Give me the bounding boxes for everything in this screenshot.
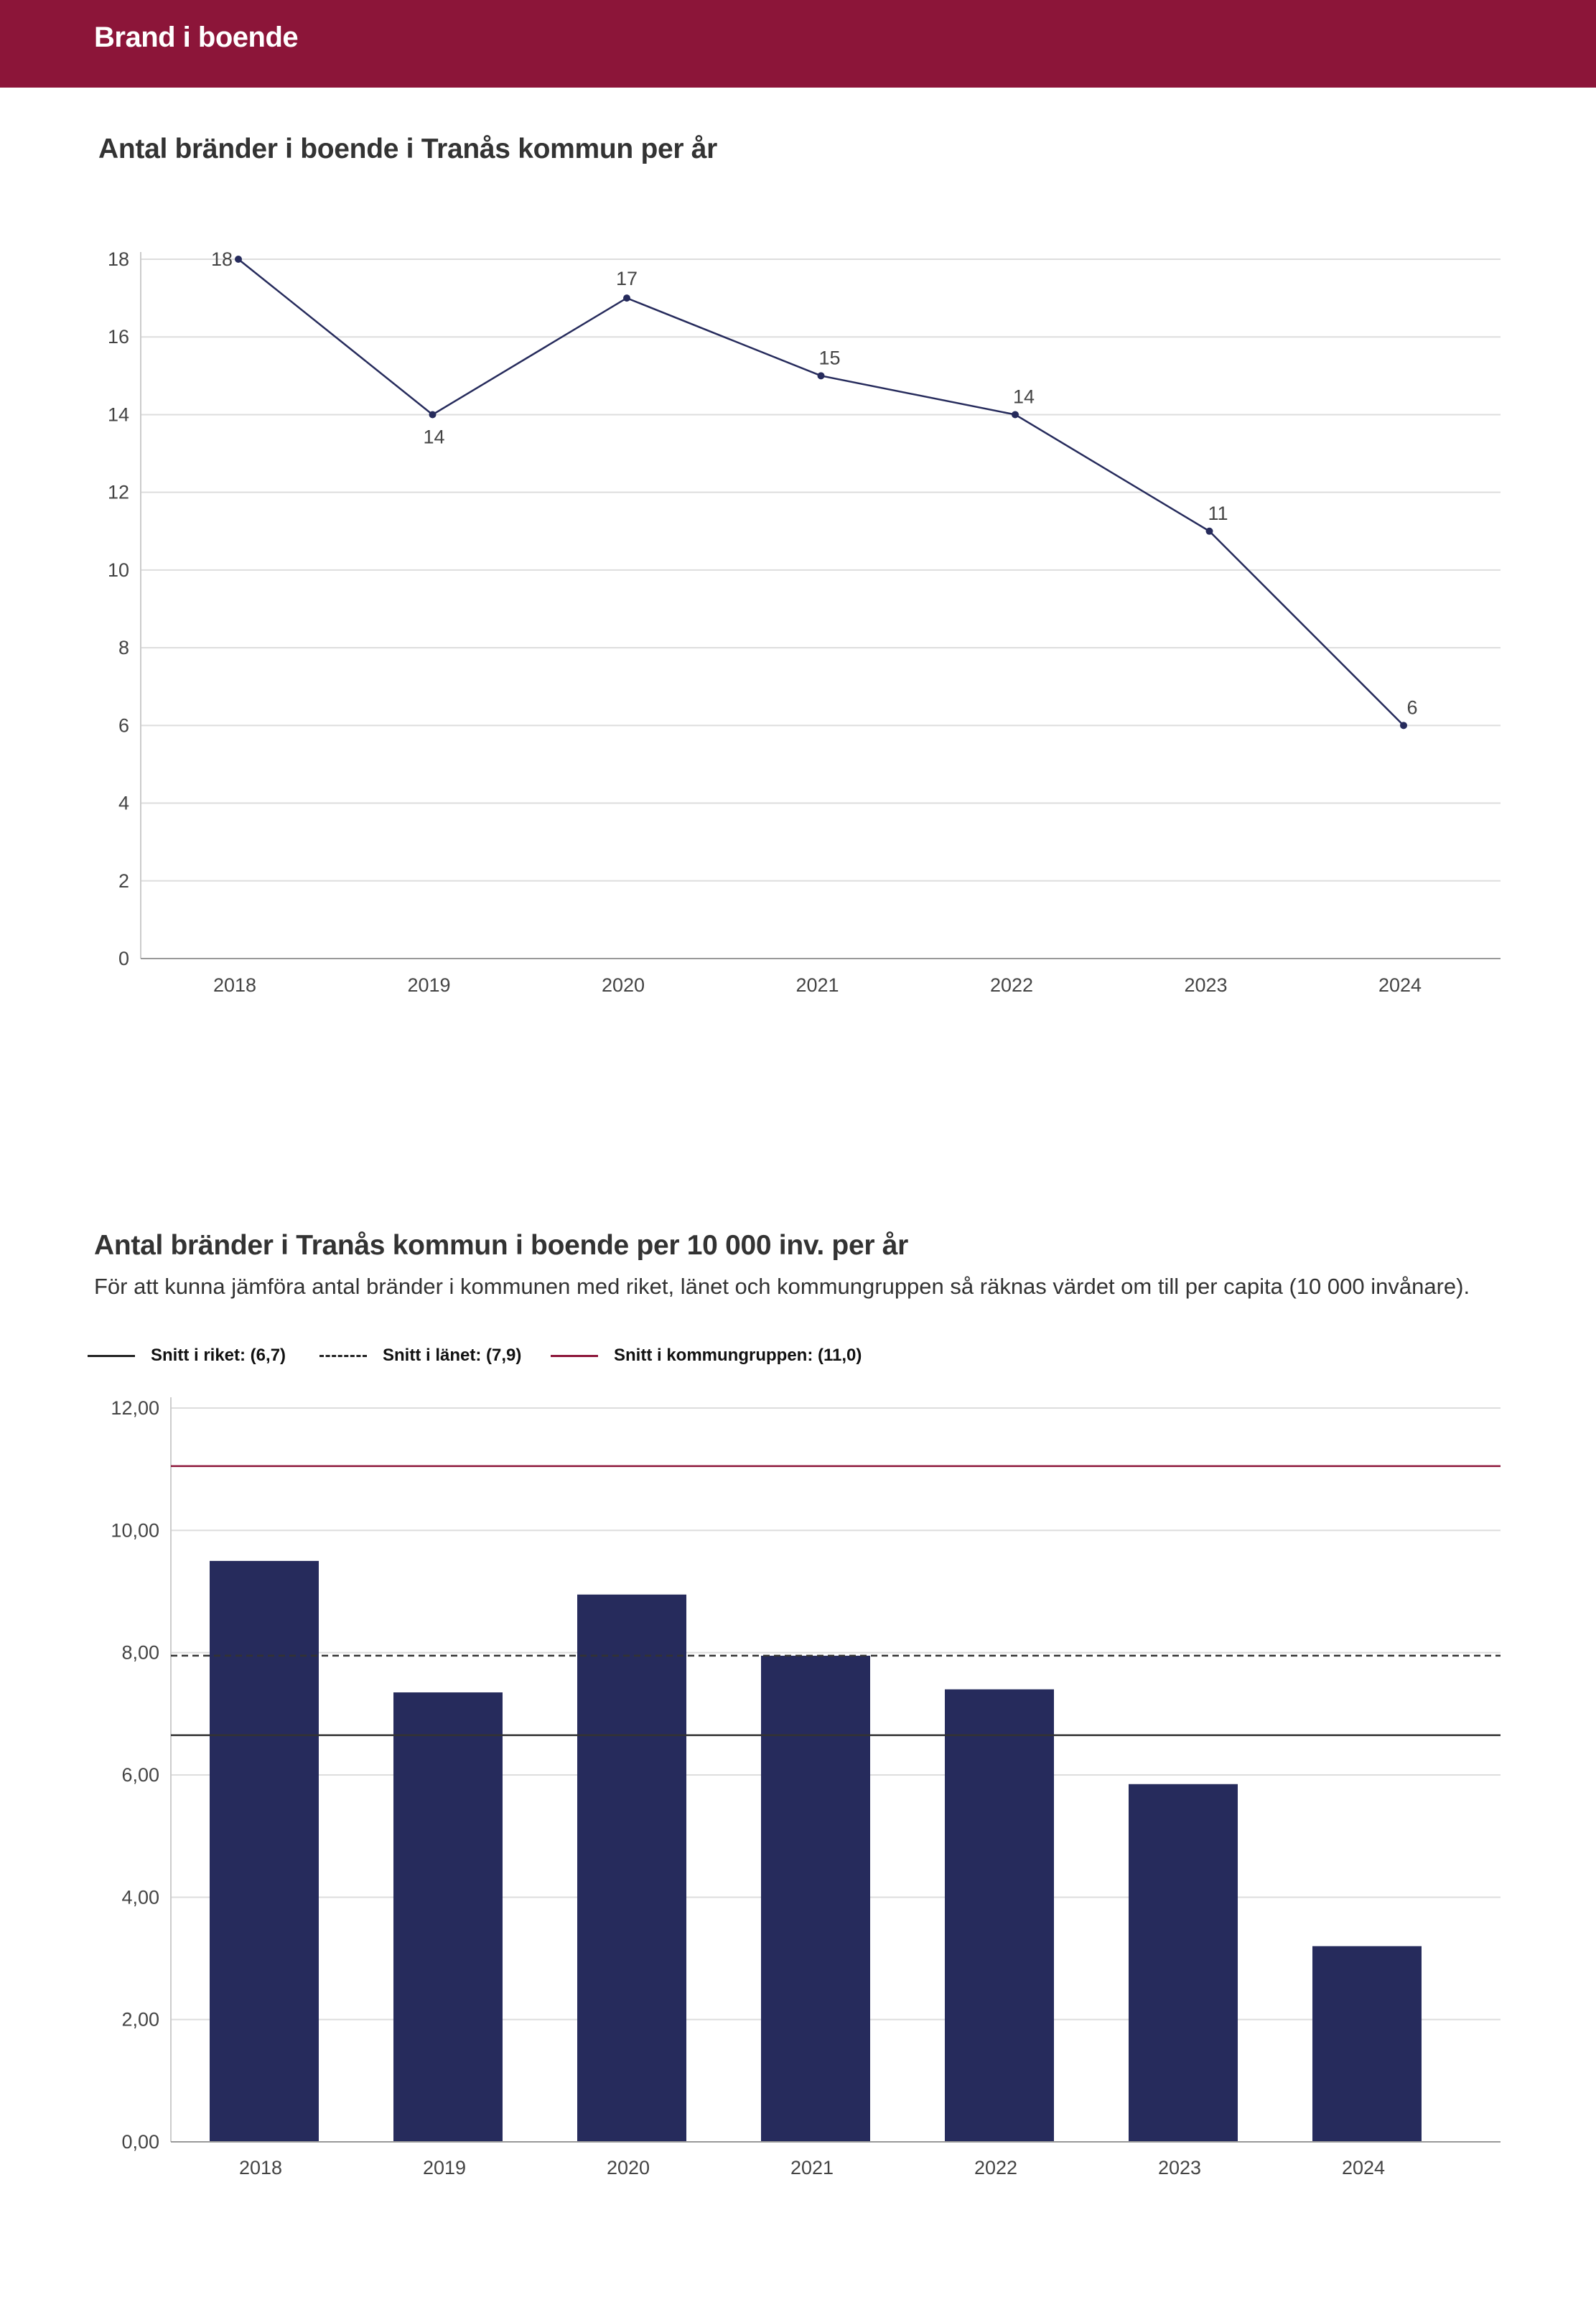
line-x-tick-label: 2024	[1378, 974, 1422, 996]
line-data-label: 11	[1208, 503, 1228, 524]
line-y-tick-label: 16	[108, 326, 129, 348]
bar-y-tick-label: 12,00	[111, 1397, 159, 1419]
bar-x-tick-label: 2020	[607, 2157, 650, 2178]
line-x-tick-label: 2021	[795, 974, 839, 996]
bar	[761, 1655, 870, 2142]
line-y-tick-label: 18	[108, 248, 129, 270]
header-title: Brand i boende	[94, 22, 299, 53]
line-y-tick-label: 8	[118, 637, 129, 658]
bar-y-tick-label: 8,00	[121, 1642, 159, 1664]
bar-x-tick-label: 2022	[974, 2157, 1017, 2178]
bar-chart-title: Antal bränder i Tranås kommun i boende p…	[94, 1230, 909, 1261]
line-point	[235, 256, 242, 263]
line-y-tick-label: 0	[118, 948, 129, 969]
line-data-label: 6	[1406, 696, 1417, 718]
bar-y-tick-label: 4,00	[121, 1886, 159, 1908]
line-point	[817, 372, 825, 380]
bar	[945, 1689, 1054, 2142]
line-x-tick-label: 2022	[990, 974, 1033, 996]
line-y-tick-label: 6	[118, 714, 129, 736]
line-point	[1205, 527, 1213, 535]
line-y-tick-label: 14	[108, 404, 129, 425]
bar	[1312, 1946, 1422, 2142]
line-y-tick-label: 4	[118, 793, 129, 814]
bar-x-tick-label: 2018	[239, 2157, 282, 2178]
line-data-label: 14	[1013, 386, 1035, 407]
line-x-tick-label: 2020	[602, 974, 645, 996]
line-data-label: 14	[423, 426, 444, 447]
line-point	[623, 294, 630, 302]
line-point	[1400, 722, 1407, 730]
page-header: Brand i boende	[0, 0, 1596, 88]
line-point	[429, 411, 437, 419]
bar-y-tick-label: 10,00	[111, 1519, 159, 1541]
line-chart-title: Antal bränder i boende i Tranås kommun p…	[98, 134, 718, 164]
legend-swatch-riket	[88, 1354, 135, 1357]
line-point	[1012, 411, 1019, 419]
legend-item-lanet: Snitt i länet: (7,9)	[319, 1343, 521, 1369]
legend-label-kommungrupp: Snitt i kommungruppen: (11,0)	[614, 1346, 862, 1365]
legend-label-lanet: Snitt i länet: (7,9)	[383, 1346, 522, 1365]
bar	[393, 1692, 503, 2142]
bar-y-tick-label: 6,00	[121, 1764, 159, 1786]
bar	[577, 1594, 686, 2142]
legend-swatch-lanet	[319, 1354, 367, 1357]
line-chart: 0 2 4 6 8 10 12 14 16 18 2018 2019 2020 2021 2022 2023 2…	[108, 248, 1501, 996]
line-data-label: 17	[616, 268, 638, 289]
legend-label-riket: Snitt i riket: (6,7)	[151, 1346, 286, 1365]
bar-x-tick-label: 2024	[1342, 2157, 1385, 2178]
legend-swatch-kommungrupp	[551, 1354, 598, 1357]
bar-x-tick-label: 2019	[423, 2157, 466, 2178]
legend-item-riket: Snitt i riket: (6,7)	[88, 1343, 286, 1369]
line-data-label: 15	[818, 347, 840, 368]
bar	[210, 1560, 319, 2142]
line-y-tick-label: 12	[108, 482, 129, 503]
bar	[1129, 1784, 1238, 2142]
bar-x-tick-label: 2021	[790, 2157, 834, 2178]
line-y-tick-label: 10	[108, 559, 129, 581]
bar-y-tick-label: 2,00	[121, 2009, 159, 2031]
line-x-tick-label: 2019	[407, 974, 450, 996]
bar-y-tick-label: 0,00	[121, 2131, 159, 2153]
line-data-label: 18	[211, 248, 233, 270]
bar-x-tick-label: 2023	[1158, 2157, 1201, 2178]
legend-item-kommungrupp: Snitt i kommungruppen: (11,0)	[551, 1343, 862, 1369]
line-x-tick-label: 2023	[1184, 974, 1227, 996]
bar-chart-subtitle: För att kunna jämföra antal bränder i ko…	[94, 1274, 1470, 1299]
line-x-tick-label: 2018	[213, 974, 256, 996]
line-y-tick-label: 2	[118, 870, 129, 892]
